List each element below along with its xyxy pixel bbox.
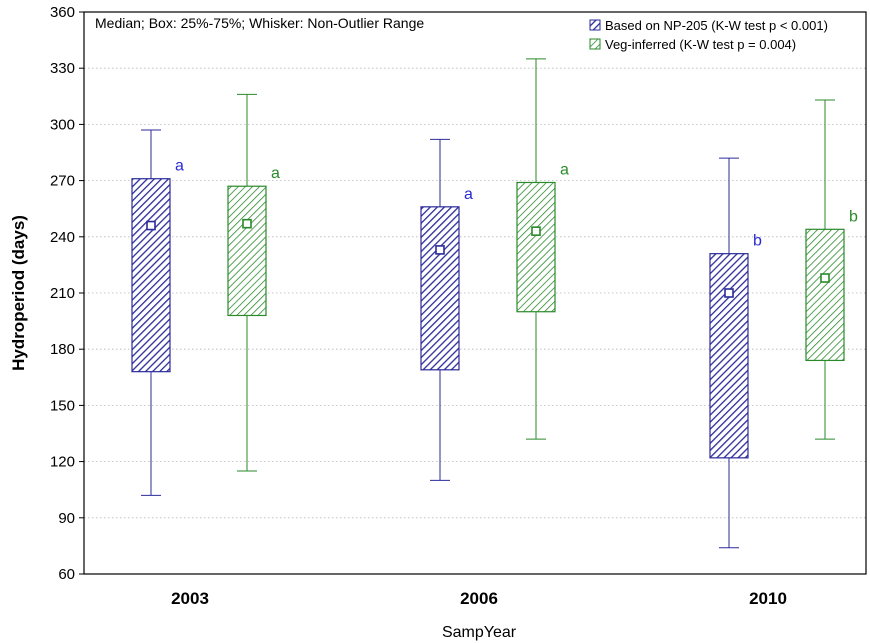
y-tick-label: 210 bbox=[50, 285, 75, 302]
box-2010-series-1: b bbox=[805, 99, 858, 440]
y-tick-label: 240 bbox=[50, 229, 75, 246]
box-iqr bbox=[227, 185, 267, 317]
x-axis-categories: 2003 2006 2010 bbox=[171, 589, 787, 608]
significance-label: a bbox=[271, 165, 280, 182]
y-tick-label: 300 bbox=[50, 116, 75, 133]
y-tick-label: 360 bbox=[50, 4, 75, 21]
legend: Based on NP-205 (K-W test p < 0.001) Veg… bbox=[589, 18, 828, 52]
box-2006-series-1: a bbox=[516, 58, 569, 440]
plot-frame bbox=[83, 11, 867, 575]
box-2003-series-1: a bbox=[227, 93, 280, 472]
box-2010-series-0: b bbox=[709, 157, 762, 549]
significance-label: a bbox=[560, 161, 569, 178]
gridlines bbox=[84, 67, 866, 519]
y-axis-ticks: 60 90 120 150 180 210 240 270 300 330 360 bbox=[50, 4, 84, 583]
y-tick-label: 270 bbox=[50, 173, 75, 190]
legend-label-veg: Veg-inferred (K-W test p = 0.004) bbox=[605, 37, 796, 52]
significance-label: a bbox=[175, 158, 184, 175]
box-iqr bbox=[420, 206, 460, 371]
box-2006-series-0: a bbox=[420, 138, 473, 481]
median-marker bbox=[435, 245, 445, 255]
x-category-label: 2010 bbox=[749, 589, 787, 608]
median-marker bbox=[531, 226, 541, 236]
significance-label: b bbox=[753, 233, 762, 250]
legend-swatch-np205 bbox=[589, 19, 601, 31]
median-marker bbox=[242, 218, 252, 229]
x-axis-title: SampYear bbox=[442, 624, 517, 641]
y-tick-label: 120 bbox=[50, 454, 75, 471]
x-category-label: 2006 bbox=[460, 589, 498, 608]
chart-annotation: Median; Box: 25%-75%; Whisker: Non-Outli… bbox=[95, 15, 424, 31]
x-category-label: 2003 bbox=[171, 589, 209, 608]
significance-label: a bbox=[464, 186, 473, 203]
box-iqr bbox=[131, 178, 171, 373]
median-marker bbox=[820, 273, 830, 283]
y-axis-title: Hydroperiod (days) bbox=[9, 215, 28, 371]
y-tick-label: 60 bbox=[58, 566, 75, 583]
y-tick-label: 330 bbox=[50, 60, 75, 77]
legend-label-np205: Based on NP-205 (K-W test p < 0.001) bbox=[605, 18, 828, 33]
y-tick-label: 90 bbox=[58, 510, 75, 527]
box-iqr bbox=[805, 228, 845, 362]
box-iqr bbox=[516, 181, 556, 313]
median-marker bbox=[724, 288, 734, 298]
legend-swatch-veg bbox=[589, 38, 601, 50]
box-2003-series-0: a bbox=[131, 129, 184, 496]
median-marker bbox=[146, 220, 156, 231]
box-iqr bbox=[709, 253, 749, 459]
boxes: a a b a a b bbox=[131, 58, 858, 549]
y-tick-label: 180 bbox=[50, 341, 75, 358]
significance-label: b bbox=[849, 208, 858, 225]
y-tick-label: 150 bbox=[50, 397, 75, 414]
